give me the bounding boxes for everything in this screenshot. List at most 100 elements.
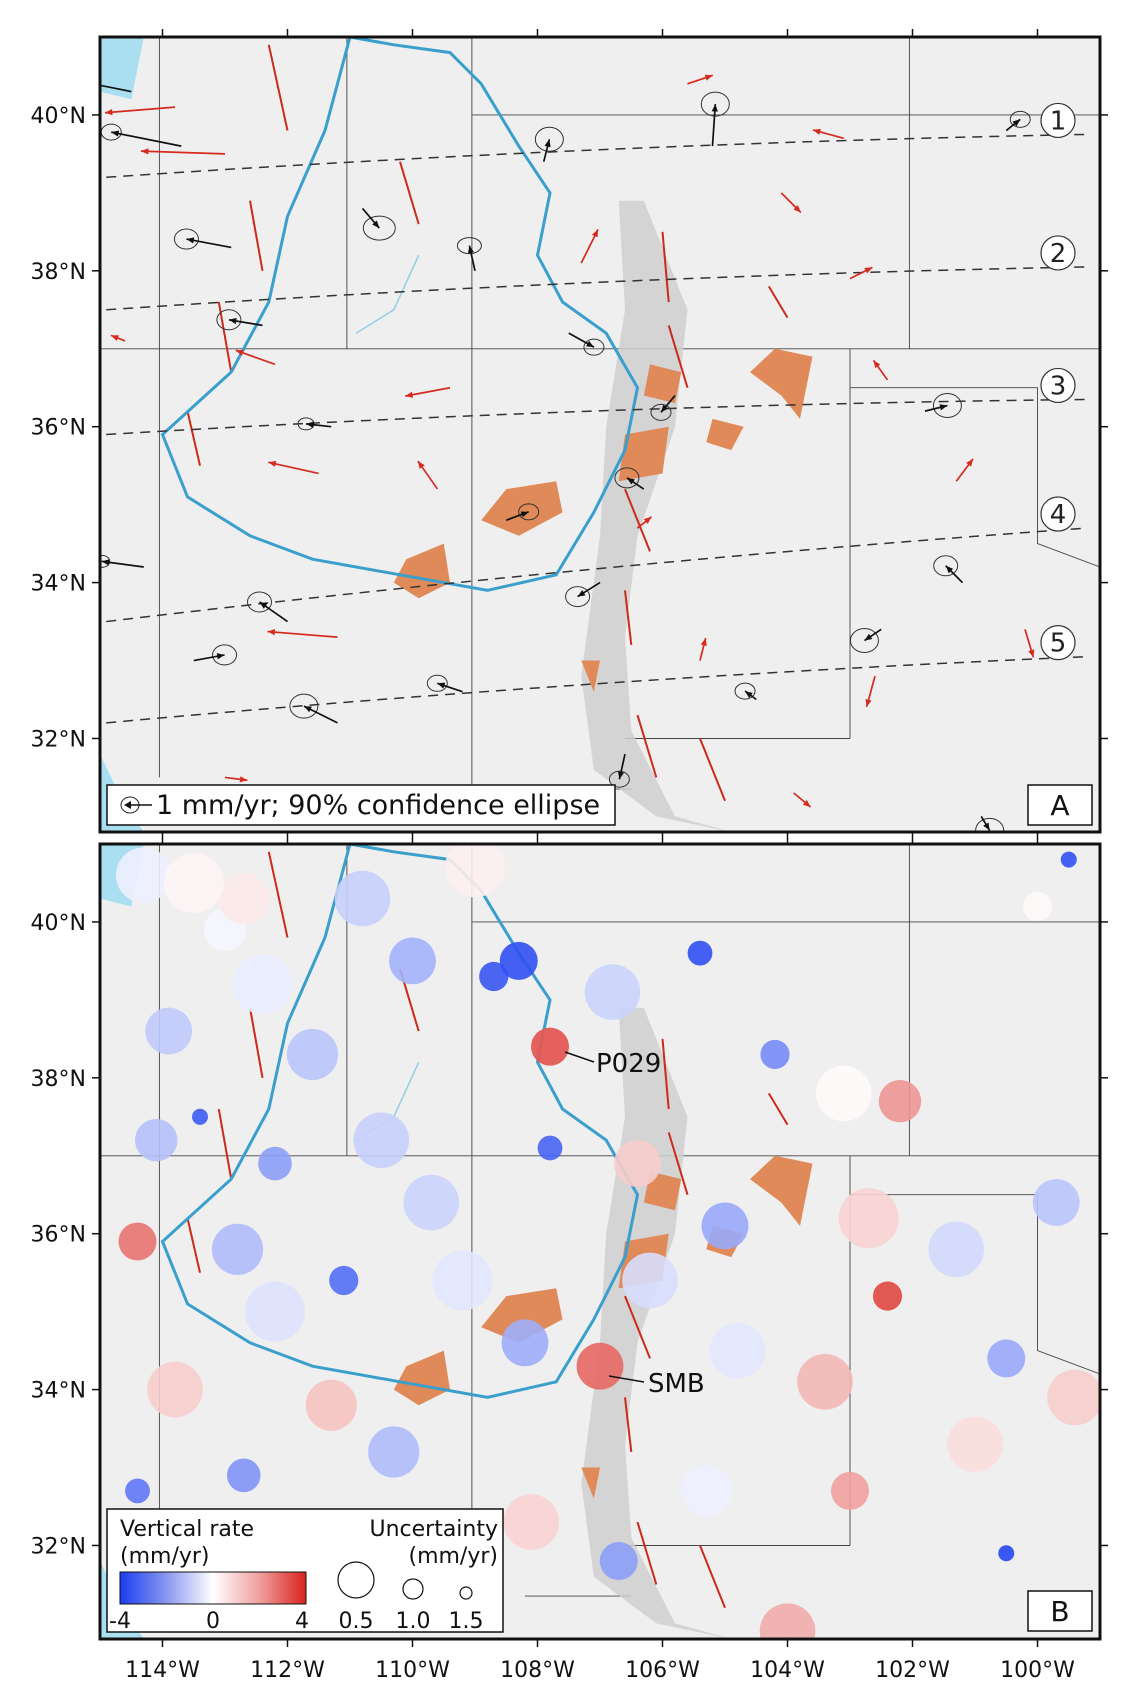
panel-a-frame [98,35,1102,834]
a-fault-2 [624,488,651,552]
vertical-rate-site-28 [305,1379,357,1431]
profile-line-3 [106,398,1088,436]
profile-marker-4 [1040,496,1076,532]
red-velocity-7-head [591,229,599,238]
red-velocity-2 [235,349,276,366]
site-label-p029-leader [564,1051,595,1063]
black-velocity-15-ellipse [289,693,319,719]
lon-label-7: 100°W [1000,1658,1075,1683]
size-legend-units: (mm/yr) [408,1544,498,1569]
black-velocity-12-head [577,590,586,597]
black-velocity-1-head [111,130,120,137]
red-velocity-18-head [643,516,652,524]
size-legend-circle-1-0 [402,1578,424,1600]
black-velocity-24 [734,682,757,701]
black-velocity-25-ellipse [608,770,630,788]
lon-label-4: 106°W [625,1658,700,1683]
panel-a: 1 2 3 4 5 1 mm/yr; 90% confidence ellipse A [75,35,1102,834]
black-velocity-0-shaft [100,84,132,93]
profile-label-2: 2 [1050,239,1067,269]
red-velocity-9-head [793,205,801,213]
panel-a-profiles [106,133,1088,724]
vertical-rate-site-40 [503,1494,560,1550]
black-velocity-12-ellipse [565,586,591,608]
a-fault-7 [249,200,264,271]
color-tick-max: 4 [295,1609,309,1634]
vertical-rate-site-50 [245,1281,305,1342]
panel-b-label: B [1027,1590,1093,1632]
b-fault-5 [699,1545,726,1609]
color-legend-title: Vertical rate [120,1517,254,1542]
a-fault-0 [661,231,670,303]
b-fault-10 [767,1092,789,1126]
red-velocity-11-head [864,267,873,274]
a-fault-3 [624,590,633,646]
red-velocity-16 [793,792,812,808]
vertical-rate-site-10 [1022,891,1053,921]
black-velocity-6-ellipse [456,237,482,255]
color-legend-units: (mm/yr) [120,1544,210,1569]
black-velocity-8 [568,332,605,356]
vertical-rate-site-14 [499,941,538,980]
vertical-rate-site-46 [1047,1369,1100,1426]
b-lat-label-36: 36°N [31,1223,86,1248]
black-velocity-20 [933,555,964,584]
vertical-rate-site-4 [537,1135,563,1161]
legend-arrow-head [124,801,131,809]
black-velocity-9-head [711,104,718,112]
size-tick-1-0: 1.0 [396,1609,431,1634]
black-velocity-10-ellipse [650,403,672,421]
vertical-rate-site-34 [353,1112,410,1168]
site-smb [576,1342,624,1390]
black-velocity-2-shaft [186,238,232,249]
a-lat-label-36: 36°N [31,416,86,441]
b-fault-3 [624,1397,633,1453]
black-velocity-0-head [75,79,83,85]
red-velocity-5-head [405,391,414,398]
vertical-rate-site-15 [987,1339,1026,1378]
red-velocity-14-head [1028,649,1035,658]
black-velocity-9 [700,91,730,147]
a-lat-label-38: 38°N [31,260,86,285]
a-volcanic-field-2 [618,426,669,482]
size-legend-circle-0-5 [337,1561,375,1599]
black-velocity-2-ellipse [173,228,199,250]
black-velocity-16-ellipse [247,591,272,613]
red-velocity-1-shaft [140,150,226,155]
vertical-rate-site-26 [1032,1179,1080,1226]
red-velocity-9 [780,192,802,214]
black-velocity-11-head [626,477,635,485]
red-velocity-17-head [700,638,707,647]
panel-a-label: A [1027,784,1093,826]
black-velocity-11-ellipse [614,467,640,489]
vertical-rate-site-8 [760,1039,790,1070]
vertical-rate-site-44 [709,1322,766,1379]
lon-label-6: 102°W [875,1658,950,1683]
panel-a-basemap [100,37,1100,832]
color-tick-min: -4 [109,1609,131,1634]
red-velocity-6-head [417,461,425,469]
size-legend-circle-1-5 [459,1586,473,1600]
red-velocity-1-head [141,148,149,155]
a-lat-label-40: 40°N [31,104,86,129]
a-fault-8 [217,301,233,373]
a-great-salt-lake [100,37,144,100]
vertical-rate-site-49 [232,954,293,1015]
black-velocity-3 [216,309,263,331]
b-fault-7 [249,1007,264,1078]
b-lat-label-32: 32°N [31,1534,86,1559]
black-velocity-17-head [216,653,225,660]
b-state-border-9 [850,1194,1100,1375]
red-velocity-12-head [873,360,881,369]
black-velocity-2 [173,228,232,250]
vertical-rate-site-3 [125,1478,150,1504]
a-fault-1 [667,325,689,388]
b-volcanic-field-6 [581,1467,600,1499]
black-velocity-12 [565,581,601,608]
black-velocity-10-head [661,404,669,413]
panel-a-label-box [1027,784,1093,826]
black-velocity-2-head [186,237,195,244]
black-velocity-4-ellipse [297,417,315,431]
black-velocity-23-head [1012,119,1021,127]
